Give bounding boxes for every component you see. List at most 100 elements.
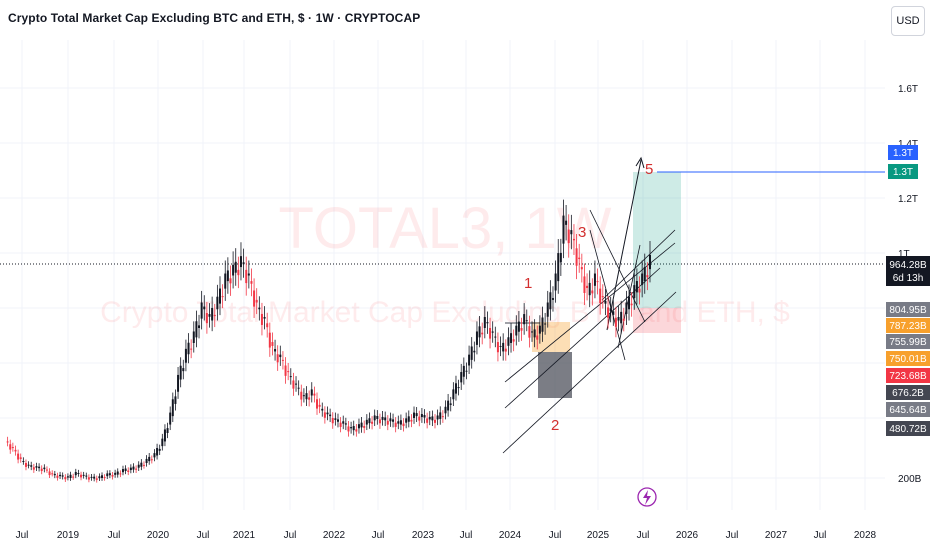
candle-body [612,311,615,315]
svg-text:1.3T: 1.3T [893,167,913,178]
time-tick-label: Jul [108,530,121,541]
candle-body [17,453,20,460]
price-tick-label: 1.6T [898,84,918,95]
candle-body [321,408,324,411]
time-tick-label: 2027 [765,530,788,541]
candle-body [572,238,575,241]
candle-body [305,393,308,400]
candle-body [643,266,646,282]
candle-body [373,415,376,421]
candle-body [132,466,135,470]
candle-body [177,374,180,392]
candle-body [525,320,528,322]
candle-body [127,470,130,472]
time-tick-label: Jul [726,530,739,541]
candle-body [200,302,203,319]
time-tick-label: 2024 [499,530,522,541]
candle-body [292,380,295,389]
candle-body [378,419,381,424]
candle-body [166,428,169,433]
time-tick-label: Jul [197,530,210,541]
time-tick-label: 2022 [323,530,346,541]
candle-body [266,323,269,328]
candle-body [389,418,392,422]
svg-text:750.01B: 750.01B [889,354,927,365]
candle-body [156,448,159,456]
candle-body [357,424,360,429]
candle-body [140,462,143,467]
candle-body [179,365,182,380]
candle-body [297,387,300,389]
candle-body [232,264,235,276]
candle-body [439,412,442,419]
candle-body [607,307,610,318]
candle-body [384,417,387,421]
candle-body [617,316,620,321]
watermark-symbol: TOTAL3, 1W [278,196,611,261]
candle-body [510,333,513,343]
candle-body [604,300,607,304]
lightning-icon[interactable] [637,487,657,507]
candle-body [520,328,523,331]
candle-body [489,328,492,339]
candle-body [56,475,59,478]
chart-title: Crypto Total Market Cap Excluding BTC an… [8,11,421,25]
candle-body [103,477,106,479]
candle-body [399,420,402,425]
wave-label-5: 5 [645,161,653,178]
candle-body [483,316,486,328]
candle-body [6,441,9,443]
candle-body [517,321,520,332]
candle-body [318,404,321,407]
target-tag-blue: 1.3T [888,145,918,160]
price-tags: 804.95B 787.23B 755.99B 750.01B 723.68B 676.2… [886,302,930,436]
candle-body [85,475,88,477]
candle-body [190,348,193,350]
candle-body [394,422,397,427]
candle-body [431,416,434,421]
candle-body [145,458,148,463]
candle-body [323,412,326,418]
candle-body [14,449,17,452]
currency-button[interactable]: USD [891,6,925,36]
candles [6,199,651,483]
candle-body [51,473,54,475]
candle-body [80,474,83,478]
candle-body [219,288,221,304]
candle-body [515,325,518,336]
candle-body [339,422,342,427]
projection-arrow[interactable] [606,159,642,331]
long-target-zone[interactable] [633,172,681,308]
candle-body [93,476,96,479]
candle-body [234,261,237,273]
candle-body [441,416,444,418]
candle-body [276,354,279,363]
candle-body [596,281,599,283]
long-stop-zone[interactable] [633,308,681,333]
gray-zone-rect[interactable] [538,352,572,398]
candle-body [247,273,250,276]
candle-body [559,252,562,263]
candle-body [570,230,573,235]
candle-body [72,476,75,478]
orange-zone-rect[interactable] [532,322,570,352]
candle-body [565,220,568,225]
candle-body [82,474,85,476]
candle-body [268,332,271,348]
candle-body [22,460,25,462]
svg-text:964.28B: 964.28B [889,260,927,271]
candle-body [211,307,214,321]
time-tick-label: 2019 [57,530,80,541]
time-tick-label: Jul [16,530,29,541]
candle-body [316,399,319,409]
candle-body [541,317,544,332]
candle-body [486,322,489,324]
candle-body [355,429,358,432]
candle-body [77,472,80,474]
candle-body [169,412,172,425]
candle-body [239,256,242,268]
candle-body [557,253,560,282]
price-tag: 787.23B [886,318,930,333]
candle-body [24,463,27,467]
